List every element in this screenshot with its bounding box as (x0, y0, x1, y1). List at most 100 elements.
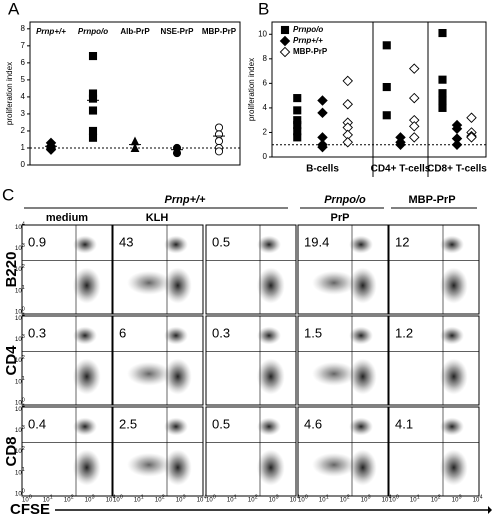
point (438, 96, 447, 105)
cell-cluster (127, 452, 171, 477)
category-label: Prnpo/o (78, 27, 108, 36)
cell-cluster (349, 326, 373, 345)
tick-base: 10 (106, 498, 113, 504)
percentage: 4.6 (304, 416, 322, 431)
genotype-header: Prnp+/+ (165, 194, 207, 206)
tick-base: 10 (176, 498, 183, 504)
cell-cluster (348, 358, 377, 395)
tick-base: 10 (134, 498, 141, 504)
cell-cluster (73, 417, 97, 436)
tick-base: 10 (382, 498, 389, 504)
point (214, 137, 224, 146)
point (342, 137, 353, 148)
cell-cluster (73, 235, 97, 254)
facs-frame (297, 406, 389, 497)
point (172, 149, 182, 158)
tick-exp: 4 (22, 404, 25, 410)
point (466, 112, 477, 123)
cell-cluster (348, 449, 377, 486)
point (214, 147, 224, 156)
cell-cluster (72, 267, 101, 304)
point (382, 82, 391, 92)
tick-base: 10 (15, 246, 22, 252)
facs-frame (112, 224, 204, 315)
condition-header: medium (46, 212, 88, 224)
tick-base: 10 (290, 498, 297, 504)
tick-exp: 0 (22, 488, 25, 494)
point (342, 75, 353, 87)
tick-base: 10 (64, 498, 71, 504)
tick-base: 10 (15, 358, 22, 364)
point (382, 111, 391, 120)
cell-cluster (256, 449, 285, 486)
cell-cluster (440, 417, 464, 436)
percentage: 1.5 (304, 325, 322, 340)
cell-cluster (349, 417, 373, 436)
tick-exp: 2 (347, 494, 350, 500)
cell-cluster (312, 270, 356, 295)
tick-exp: 1 (22, 467, 25, 473)
facs-frame (21, 224, 113, 315)
percentage: 0.4 (28, 416, 46, 431)
tick-base: 10 (340, 498, 347, 504)
tick-exp: 2 (22, 355, 25, 361)
tick-base: 10 (206, 498, 213, 504)
tick-exp: 1 (234, 494, 237, 500)
y-axis-label: proliferation index (247, 58, 256, 121)
point (214, 123, 224, 132)
cell-cluster (348, 267, 377, 304)
y-tick-label: 2 (21, 126, 26, 135)
point (466, 132, 477, 143)
cell-cluster (439, 449, 468, 486)
tick-exp: 4 (22, 313, 25, 319)
cell-cluster (257, 326, 281, 345)
point (438, 75, 447, 84)
point (409, 132, 420, 143)
point (88, 133, 98, 142)
cell-cluster (163, 358, 192, 395)
tick-base: 10 (197, 498, 204, 504)
tick-base: 10 (15, 401, 22, 407)
point (317, 139, 328, 150)
tick-base: 10 (15, 449, 22, 455)
tick-base: 10 (155, 498, 162, 504)
panel-label: C (2, 185, 14, 204)
row-label: B220 (3, 252, 20, 288)
cell-cluster (257, 417, 281, 436)
point (88, 106, 98, 115)
cell-cluster (164, 326, 188, 345)
tick-exp: 1 (22, 285, 25, 291)
tick-exp: 4 (204, 494, 207, 500)
cell-cluster (256, 358, 285, 395)
cell-cluster (164, 417, 188, 436)
category-label: CD4+ T-cells (371, 164, 431, 175)
category-label: Alb-PrP (120, 27, 150, 36)
y-axis-label: proliferation index (5, 62, 14, 125)
condition-header: PrP (331, 212, 350, 224)
legend-label: Prnpo/o (293, 25, 323, 34)
percentage: 0.5 (212, 416, 230, 431)
category-label: B-cells (306, 164, 339, 175)
point (409, 121, 420, 132)
category-label: CD8+ T-cells (427, 164, 487, 175)
tick-exp: 2 (162, 494, 165, 500)
cell-cluster (439, 358, 468, 395)
point (293, 133, 302, 142)
cell-cluster (72, 449, 101, 486)
legend-label: MBP-PrP (293, 47, 328, 56)
tick-base: 10 (248, 498, 255, 504)
tick-exp: 2 (22, 264, 25, 270)
tick-exp: 3 (276, 494, 279, 500)
facs-frame (388, 315, 480, 406)
facs-frame (297, 315, 389, 406)
cell-cluster (256, 267, 285, 304)
tick-exp: 2 (255, 494, 258, 500)
percentage: 2.5 (119, 416, 137, 431)
point (280, 25, 290, 35)
point (88, 126, 98, 136)
tick-exp: 0 (120, 494, 123, 500)
tick-exp: 1 (141, 494, 144, 500)
tick-exp: 0 (305, 494, 308, 500)
point (293, 106, 302, 115)
